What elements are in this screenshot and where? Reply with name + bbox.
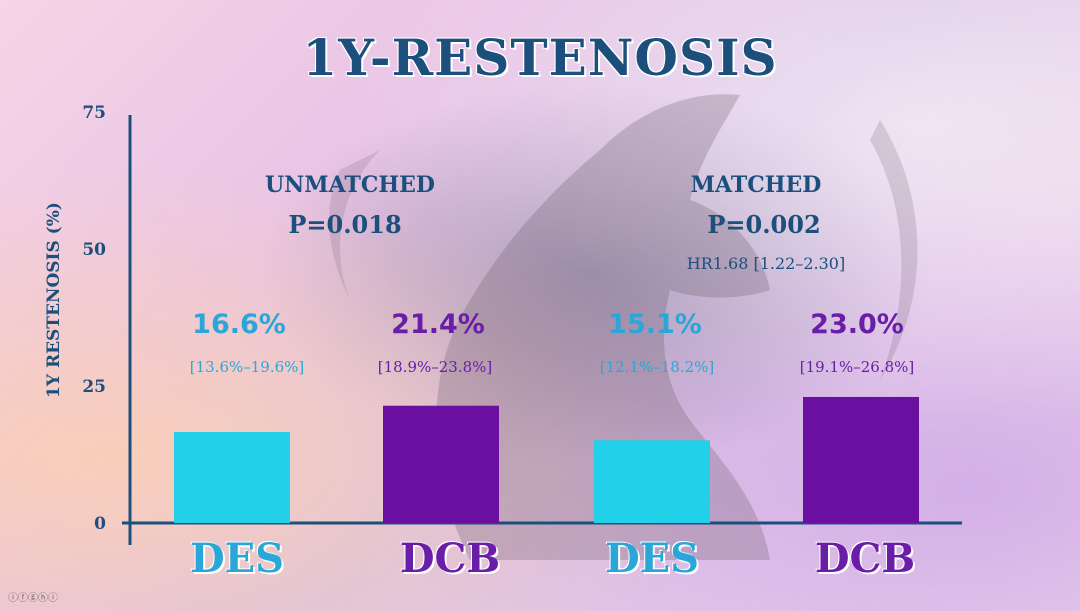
hazard-ratio-label: HR1.68 [1.22–2.30] — [686, 254, 846, 273]
y-tick-label: 25 — [82, 377, 106, 397]
chart-title: 1Y-RESTENOSIS — [302, 28, 778, 87]
bar-value-label: 21.4% — [391, 309, 485, 340]
bar-dcb-matched — [803, 396, 919, 523]
y-tick-label: 0 — [94, 514, 106, 534]
y-tick-label: 75 — [82, 103, 106, 123]
bar-des-matched — [594, 440, 710, 523]
bar-ci-label: [13.6%–19.6%] — [189, 358, 305, 376]
bar-dcb-unmatched — [383, 405, 499, 523]
y-tick-label: 50 — [82, 240, 106, 260]
p-value-matched: P=0.002 — [707, 210, 821, 239]
bar-value-label: 16.6% — [192, 309, 286, 340]
x-category-label: DES — [604, 535, 700, 582]
bar-des-unmatched — [174, 432, 290, 523]
p-value-unmatched: P=0.018 — [288, 210, 402, 239]
group-label-matched: MATCHED — [690, 172, 822, 198]
x-category-label: DES — [189, 535, 285, 582]
group-label-unmatched: UNMATCHED — [264, 172, 436, 198]
x-category-label: DCB — [814, 535, 916, 582]
bar-value-label: 23.0% — [810, 309, 904, 340]
bar-value-label: 15.1% — [608, 309, 702, 340]
bar-ci-label: [18.9%–23.8%] — [377, 358, 493, 376]
x-category-label: DCB — [399, 535, 501, 582]
bar-ci-label: [19.1%–26.8%] — [799, 358, 915, 376]
bar-ci-label: [12.1%–18.2%] — [599, 358, 715, 376]
footer-icons: ⓘⓕⓖⓗⓘ — [8, 593, 58, 604]
